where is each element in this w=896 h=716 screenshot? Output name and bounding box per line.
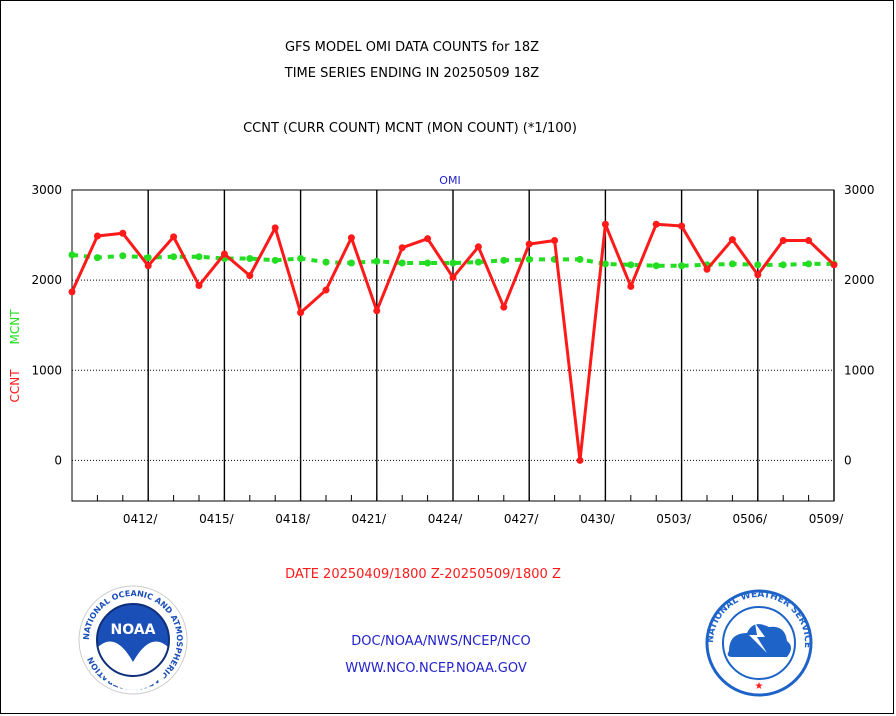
x-tick-label: 0427/ bbox=[504, 512, 540, 526]
x-tick-label: 0421/ bbox=[352, 512, 388, 526]
ccnt-point bbox=[754, 271, 762, 279]
chart-title-line1: GFS MODEL OMI DATA COUNTS for 18Z bbox=[285, 40, 539, 55]
mcnt-point bbox=[474, 258, 482, 266]
ccnt-point bbox=[703, 265, 711, 273]
y-tick-label-right: 3000 bbox=[844, 183, 875, 197]
ccnt-point bbox=[119, 229, 127, 237]
ccnt-point bbox=[474, 243, 482, 251]
y-tick-label-left: 2000 bbox=[31, 273, 62, 287]
mcnt-point bbox=[195, 253, 203, 261]
ccnt-point bbox=[220, 250, 228, 258]
ccnt-point bbox=[728, 236, 736, 244]
ccnt-point bbox=[525, 240, 533, 248]
ccnt-point bbox=[652, 220, 660, 228]
x-tick-label: 0424/ bbox=[428, 512, 464, 526]
mcnt-point bbox=[576, 255, 584, 263]
ccnt-point bbox=[297, 309, 305, 317]
ccnt-point bbox=[170, 233, 178, 241]
y-tick-label-right: 1000 bbox=[844, 363, 875, 377]
ccnt-point bbox=[601, 220, 609, 228]
website-link[interactable]: WWW.NCO.NCEP.NOAA.GOV bbox=[345, 661, 527, 676]
mcnt-point bbox=[779, 261, 787, 269]
mcnt-point bbox=[322, 258, 330, 266]
y-axis-label-ccnt: CCNT bbox=[8, 369, 22, 403]
mcnt-point bbox=[347, 259, 355, 267]
ccnt-point bbox=[805, 236, 813, 244]
mcnt-point bbox=[246, 255, 254, 263]
chart-title-line2: TIME SERIES ENDING IN 20250509 18Z bbox=[284, 66, 540, 81]
mcnt-point bbox=[754, 261, 762, 269]
ccnt-point bbox=[246, 272, 254, 280]
mcnt-point bbox=[500, 256, 508, 264]
mcnt-point bbox=[170, 253, 178, 261]
y-tick-label-left: 0 bbox=[54, 453, 62, 467]
mcnt-point bbox=[424, 259, 432, 267]
x-tick-label: 0415/ bbox=[199, 512, 235, 526]
date-range: DATE 20250409/1800 Z-20250509/1800 Z bbox=[285, 567, 561, 582]
y-tick-label-left: 3000 bbox=[31, 183, 62, 197]
ccnt-point bbox=[576, 456, 584, 464]
ccnt-point bbox=[424, 235, 432, 243]
x-tick-label: 0430/ bbox=[580, 512, 616, 526]
mcnt-point bbox=[805, 260, 813, 268]
mcnt-point bbox=[601, 260, 609, 268]
mcnt-point bbox=[678, 262, 686, 270]
y-tick-label-right: 2000 bbox=[844, 273, 875, 287]
y-tick-label-left: 1000 bbox=[31, 363, 62, 377]
mcnt-point bbox=[297, 255, 305, 263]
series-ccnt bbox=[68, 220, 838, 464]
ccnt-point bbox=[68, 288, 76, 296]
y-tick-label-right: 0 bbox=[844, 453, 852, 467]
x-tick-label: 0503/ bbox=[656, 512, 692, 526]
ccnt-point bbox=[500, 303, 508, 311]
ccnt-point bbox=[449, 273, 457, 281]
ccnt-point bbox=[779, 236, 787, 244]
mcnt-point bbox=[728, 260, 736, 268]
ccnt-point bbox=[678, 222, 686, 230]
mcnt-point bbox=[144, 254, 152, 262]
mcnt-point bbox=[93, 254, 101, 262]
nws-logo: NATIONAL WEATHER SERVICE ★ bbox=[705, 589, 813, 697]
ccnt-point bbox=[830, 261, 838, 269]
org-path: DOC/NOAA/NWS/NCEP/NCO bbox=[351, 634, 530, 649]
mcnt-point bbox=[652, 262, 660, 270]
y-axis-label-mcnt: MCNT bbox=[8, 309, 22, 345]
nws-star-icon: ★ bbox=[755, 681, 764, 692]
ccnt-point bbox=[398, 244, 406, 252]
ccnt-point bbox=[373, 307, 381, 315]
x-tick-label: 0506/ bbox=[733, 512, 769, 526]
plot-label: OMI bbox=[439, 174, 460, 187]
plot-area: 0 0 1000 1000 2000 2000 3000 3000 0412/0415/041… bbox=[31, 183, 874, 526]
x-tick-label: 0509/ bbox=[809, 512, 845, 526]
chart-subtitle: CCNT (CURR COUNT) MCNT (MON COUNT) (*1/1… bbox=[243, 121, 577, 136]
mcnt-point bbox=[119, 252, 127, 260]
ccnt-point bbox=[322, 286, 330, 294]
mcnt-point bbox=[449, 259, 457, 267]
ccnt-point bbox=[195, 282, 203, 290]
ccnt-point bbox=[144, 262, 152, 270]
ccnt-point bbox=[347, 234, 355, 242]
x-tick-label: 0412/ bbox=[123, 512, 159, 526]
ccnt-point bbox=[271, 224, 279, 232]
noaa-logo-text: NOAA bbox=[111, 622, 156, 638]
mcnt-point bbox=[373, 257, 381, 265]
noaa-logo: NATIONAL OCEANIC AND ATMOSPHERIC ADMINIS… bbox=[78, 585, 188, 695]
ccnt-point bbox=[551, 236, 559, 244]
y-tick-labels: 0 0 1000 1000 2000 2000 3000 3000 bbox=[31, 183, 874, 467]
ccnt-point bbox=[93, 232, 101, 240]
ccnt-point bbox=[627, 282, 635, 290]
mcnt-point bbox=[627, 261, 635, 269]
mcnt-point bbox=[271, 256, 279, 264]
x-tick-label: 0418/ bbox=[275, 512, 311, 526]
mcnt-point bbox=[68, 251, 76, 259]
mcnt-point bbox=[398, 259, 406, 267]
mcnt-point bbox=[525, 255, 533, 263]
x-tick-labels: 0412/0415/0418/0421/0424/0427/0430/0503/… bbox=[71, 495, 845, 526]
